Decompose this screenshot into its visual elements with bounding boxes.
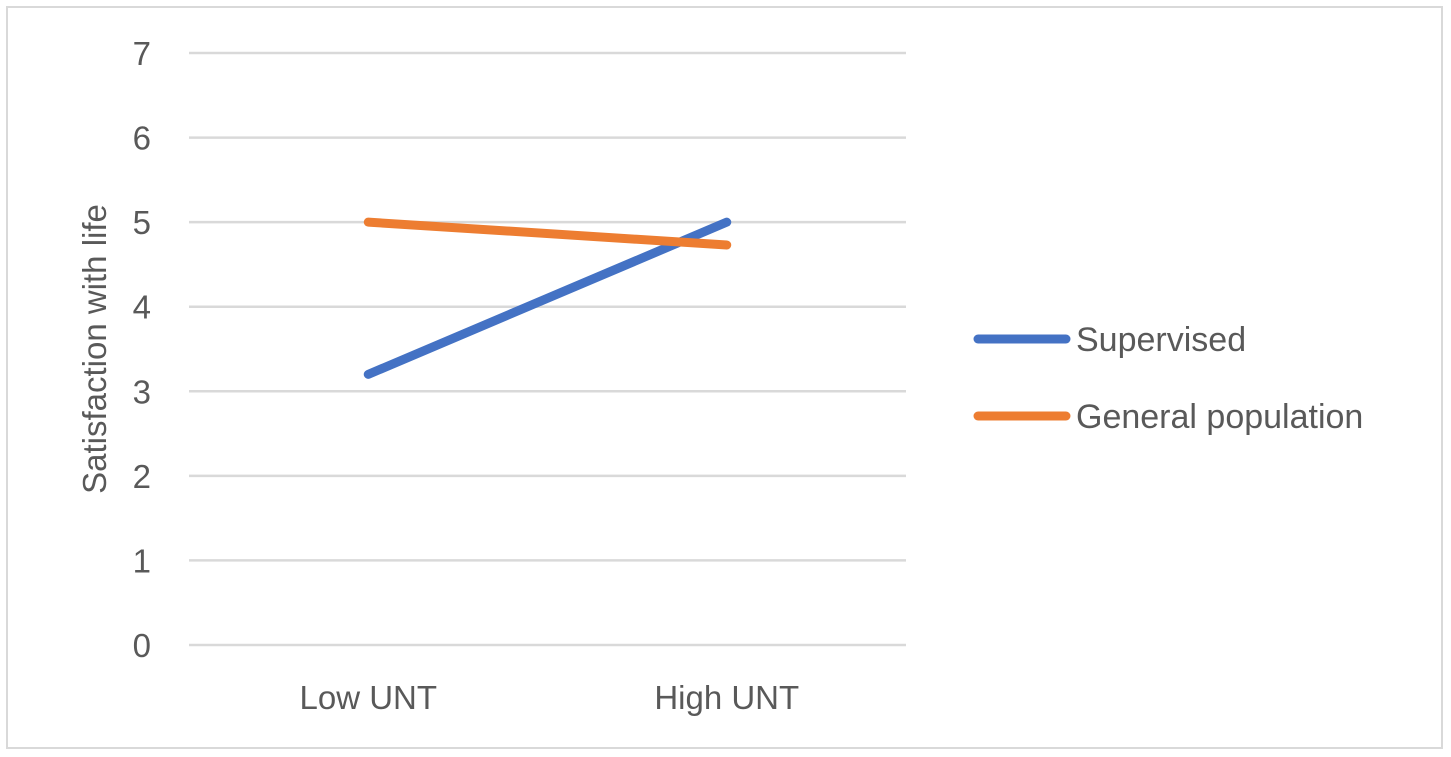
y-tick-label: 0: [133, 627, 151, 664]
legend-item[interactable]: Supervised: [973, 321, 1246, 359]
x-tick-label: High UNT: [654, 679, 799, 716]
legend[interactable]: Supervised General population: [973, 321, 1363, 436]
gridlines: [189, 51, 906, 647]
legend-item[interactable]: General population: [973, 398, 1363, 436]
y-tick-label: 5: [133, 204, 151, 241]
y-axis-tick-labels: 0 1 2 3 4 5 6 7: [133, 35, 151, 664]
y-tick-label: 1: [133, 542, 151, 579]
series-line-general-population[interactable]: [363, 217, 732, 250]
x-axis-tick-labels: Low UNT High UNT: [299, 679, 799, 716]
series-lines: [363, 217, 732, 379]
y-tick-label: 6: [133, 120, 151, 157]
y-tick-label: 7: [133, 35, 151, 72]
chart-frame: [6, 6, 1443, 749]
y-tick-label: 2: [133, 458, 151, 495]
legend-label: Supervised: [1076, 321, 1246, 359]
series-line-supervised[interactable]: [363, 217, 732, 379]
y-tick-label: 3: [133, 373, 151, 410]
legend-label: General population: [1076, 398, 1363, 436]
y-tick-label: 4: [133, 289, 151, 326]
x-tick-label: Low UNT: [299, 679, 437, 716]
y-axis-title: Satisfaction with life: [76, 204, 113, 494]
